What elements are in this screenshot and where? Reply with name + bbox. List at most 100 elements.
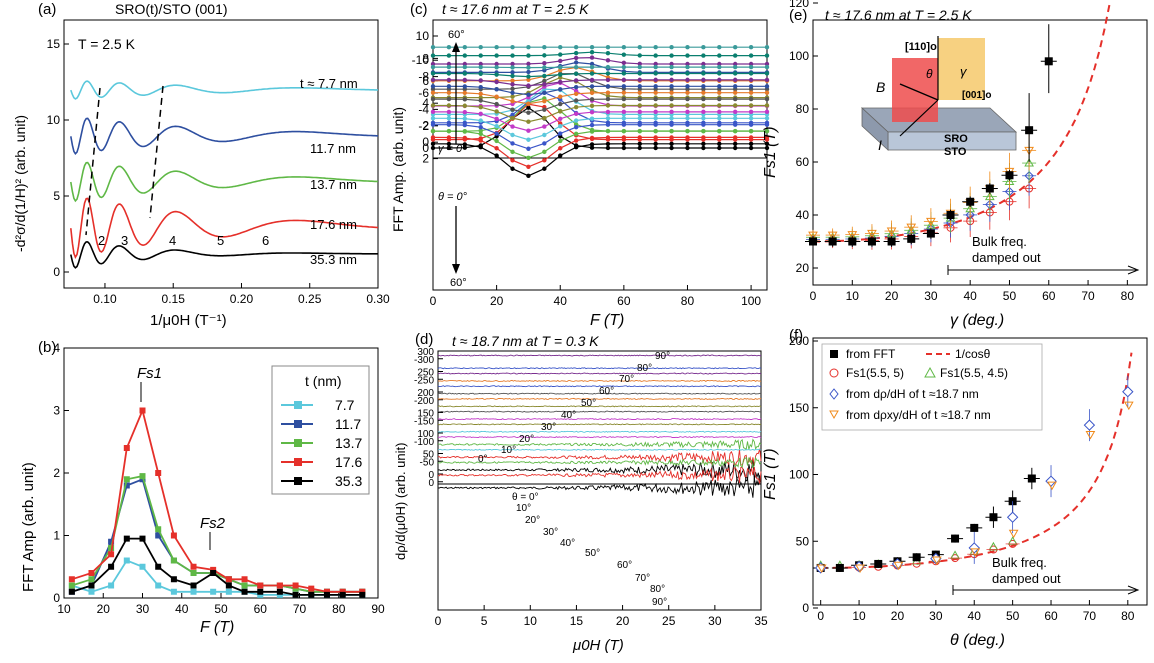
top-angle-label: 60° [599,386,614,397]
theta-point-3 [732,122,738,127]
theta-point-5 [446,109,452,115]
gamma-point-7 [542,78,547,84]
data-point-17.6 [323,588,330,595]
x-tick-label: 25 [662,614,676,628]
curve-label-11-7: 11.7 nm [310,141,356,156]
theta-point-2 [430,128,436,134]
theta-point-8 [637,90,642,95]
theta-point-3 [430,122,436,127]
gamma-point-10 [542,60,547,66]
gamma-point-0 [446,145,452,151]
theta-point-3 [510,141,515,146]
panel-a-curve-2 [70,161,379,203]
theta-point-9 [478,84,483,90]
theta-trace-5 [433,111,767,132]
theta-trace-1 [432,136,767,168]
y-tick-label: 40 [796,208,810,222]
theta-point-4 [685,116,690,121]
theta-point-4 [669,116,674,121]
panel-d-ylabel: dρ/d(μ0H) (arb. unit) [393,443,408,560]
theta-point-8 [685,90,690,95]
theta-point-11 [605,71,611,76]
panel-d-label: (d) [415,331,433,348]
theta-point-6 [637,103,642,108]
theta-point-1 [701,135,706,140]
gamma-point-0 [526,105,531,110]
y-tick-label: 50 [423,450,435,461]
legend-fs1-b-marker [924,366,936,378]
theta-point-3 [637,122,642,127]
theta-point-1 [462,135,468,141]
panel-d: (d) t ≈ 18.7 nm at T = 0.3 K μ0H (T) dρ/… [393,331,768,654]
bottom-angle-label: 70° [635,573,650,584]
theta-point-4 [605,116,611,121]
y-tick-label: 100 [789,468,809,482]
theta-point-3 [526,146,531,151]
panel-f: (f) θ (deg.) Fs1 (T) 0 10 20 30 40 50 60 70 80 0… [762,327,1148,649]
theta-point-11 [669,71,674,76]
bottom-trace-2 [437,456,762,469]
panel-e-ylabel: Fs1 (T) [762,126,779,178]
x-tick-label: 30 [136,602,150,616]
gamma-point-9 [589,61,595,67]
theta-point-12 [573,64,579,70]
panel-f-label: (f) [789,327,803,344]
y-tick-label: -150 [414,416,434,427]
data-point-drho [1006,511,1019,523]
gamma-point-10 [430,61,436,67]
data-point-17.6 [155,470,162,476]
x-tick-label: 10 [852,609,866,623]
fft-point [966,197,975,206]
theta-point-8 [494,94,499,99]
theta-point-7 [478,98,483,103]
gamma-point-9 [573,60,579,65]
gamma-point-9 [526,69,531,75]
data-point-13.7 [241,582,248,589]
legend-fft: from FFT [846,347,896,361]
y-tick-label: 300 [417,347,434,358]
gamma-point-11 [717,53,722,58]
data-point-35.3 [123,535,130,542]
gamma-point-10 [701,61,706,67]
data-point-13.7 [123,476,130,483]
gamma-trace-7 [433,72,767,90]
data-point-drho [1045,475,1057,487]
fft-point [1027,474,1036,483]
legend-drho: from dρ/dH of t ≈18.7 nm [846,387,979,401]
top-angle-label: 70° [619,374,634,385]
theta-point-10 [589,77,595,83]
theta-point-5 [764,109,770,115]
gamma-point-6 [510,94,515,99]
data-point-13.7 [308,588,315,595]
legend-marker-13.7 [294,439,302,447]
inset-i-vector [899,99,939,137]
data-point-35.3 [139,535,146,542]
gamma-point-8 [526,77,531,82]
gamma-point-10 [748,61,754,67]
theta-trace-10 [433,79,767,87]
y-tick-label: 15 [47,37,61,51]
theta-point-12 [701,64,706,70]
panel-a-title: SRO(t)/STO (001) [115,1,228,17]
fft-point [867,237,876,246]
theta-point-2 [653,128,658,134]
theta-point-9 [637,84,642,89]
gamma-point-11 [701,53,706,58]
bottom-angle-label: 10° [516,503,531,514]
theta-point-4 [732,116,738,121]
theta-point-6 [764,103,770,108]
data-point-drho [1122,386,1134,398]
gamma-point-0 [732,145,738,151]
panel-a-frame [63,19,379,289]
theta-point-9 [621,84,627,89]
inset-i: I [878,137,882,153]
bottom-trace-4 [437,436,762,439]
top-trace-9 [437,354,762,357]
theta-point-0 [526,173,531,179]
y-tick-label: 0 [428,470,434,481]
legend-label-17.6: 17.6 [335,454,362,470]
panel-b-label: (b) [38,339,56,356]
x-tick-label: 0 [810,289,817,303]
panel-d-bottom-frame [437,483,762,611]
data-point-17.6 [210,566,217,573]
